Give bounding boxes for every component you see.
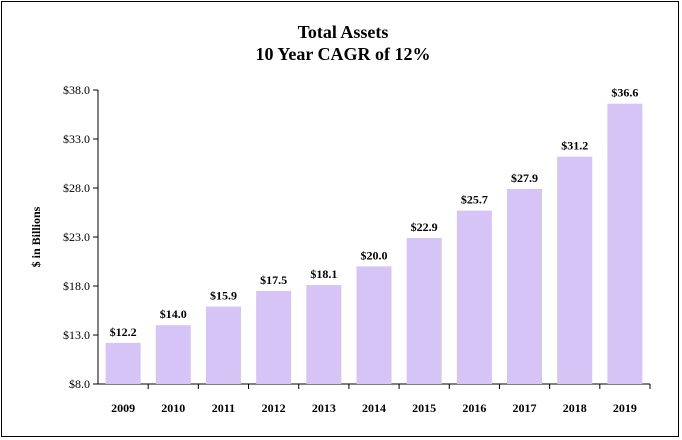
data-label-2010: $14.0 [160,307,187,321]
x-tick-label-2016: 2016 [462,401,486,415]
x-tick-label-2013: 2013 [312,401,336,415]
bar-2018 [557,156,593,384]
bar-2016 [456,210,492,384]
y-axis: $8.0 $13.0 $18.0 $23.0 $28.0 $33.0 $38.0 [63,83,99,391]
bar-2009 [105,342,141,384]
data-label-2009: $12.2 [110,325,137,339]
x-tick-label-2012: 2012 [262,401,286,415]
x-tick-label-2019: 2019 [613,401,637,415]
y-tick-label: $38.0 [63,83,90,97]
x-tick-label-2018: 2018 [563,401,587,415]
x-tick-label-2017: 2017 [513,401,537,415]
chart-subtitle: 10 Year CAGR of 12% [256,44,431,64]
x-tick-label-2010: 2010 [161,401,185,415]
data-label-2019: $36.6 [611,86,638,100]
bar-2014 [356,266,392,384]
bars: $12.2 $14.0 $15.9 $17.5 $18.1 $20.0 $22.9 $25.7… [105,86,643,384]
data-label-2018: $31.2 [561,139,588,153]
x-tick-label-2011: 2011 [212,401,235,415]
bar-2019 [607,103,643,384]
y-axis-title: $ in Billions [29,206,43,267]
bar-2015 [406,237,442,384]
x-tick-label-2009: 2009 [111,401,135,415]
y-tick-label: $18.0 [63,279,90,293]
data-label-2017: $27.9 [511,171,538,185]
data-label-2013: $18.1 [310,267,337,281]
data-label-2016: $25.7 [461,193,488,207]
bar-2010 [155,325,191,384]
bar-2013 [306,285,342,384]
data-label-2015: $22.9 [411,220,438,234]
bar-2017 [507,188,543,384]
bar-2012 [256,290,292,384]
y-tick-label: $33.0 [63,132,90,146]
data-label-2012: $17.5 [260,273,287,287]
data-label-2014: $20.0 [361,248,388,262]
x-tick-label-2014: 2014 [362,401,386,415]
y-tick-label: $28.0 [63,181,90,195]
y-tick-label: $8.0 [69,377,90,391]
y-tick-label: $13.0 [63,328,90,342]
chart-title: Total Assets [298,22,389,42]
bar-2011 [205,306,241,384]
x-axis: 2009 2010 2011 2012 2013 2014 2015 2016 2017 2018… [98,383,651,415]
x-tick-label-2015: 2015 [412,401,436,415]
data-label-2011: $15.9 [210,289,237,303]
y-tick-label: $23.0 [63,230,90,244]
